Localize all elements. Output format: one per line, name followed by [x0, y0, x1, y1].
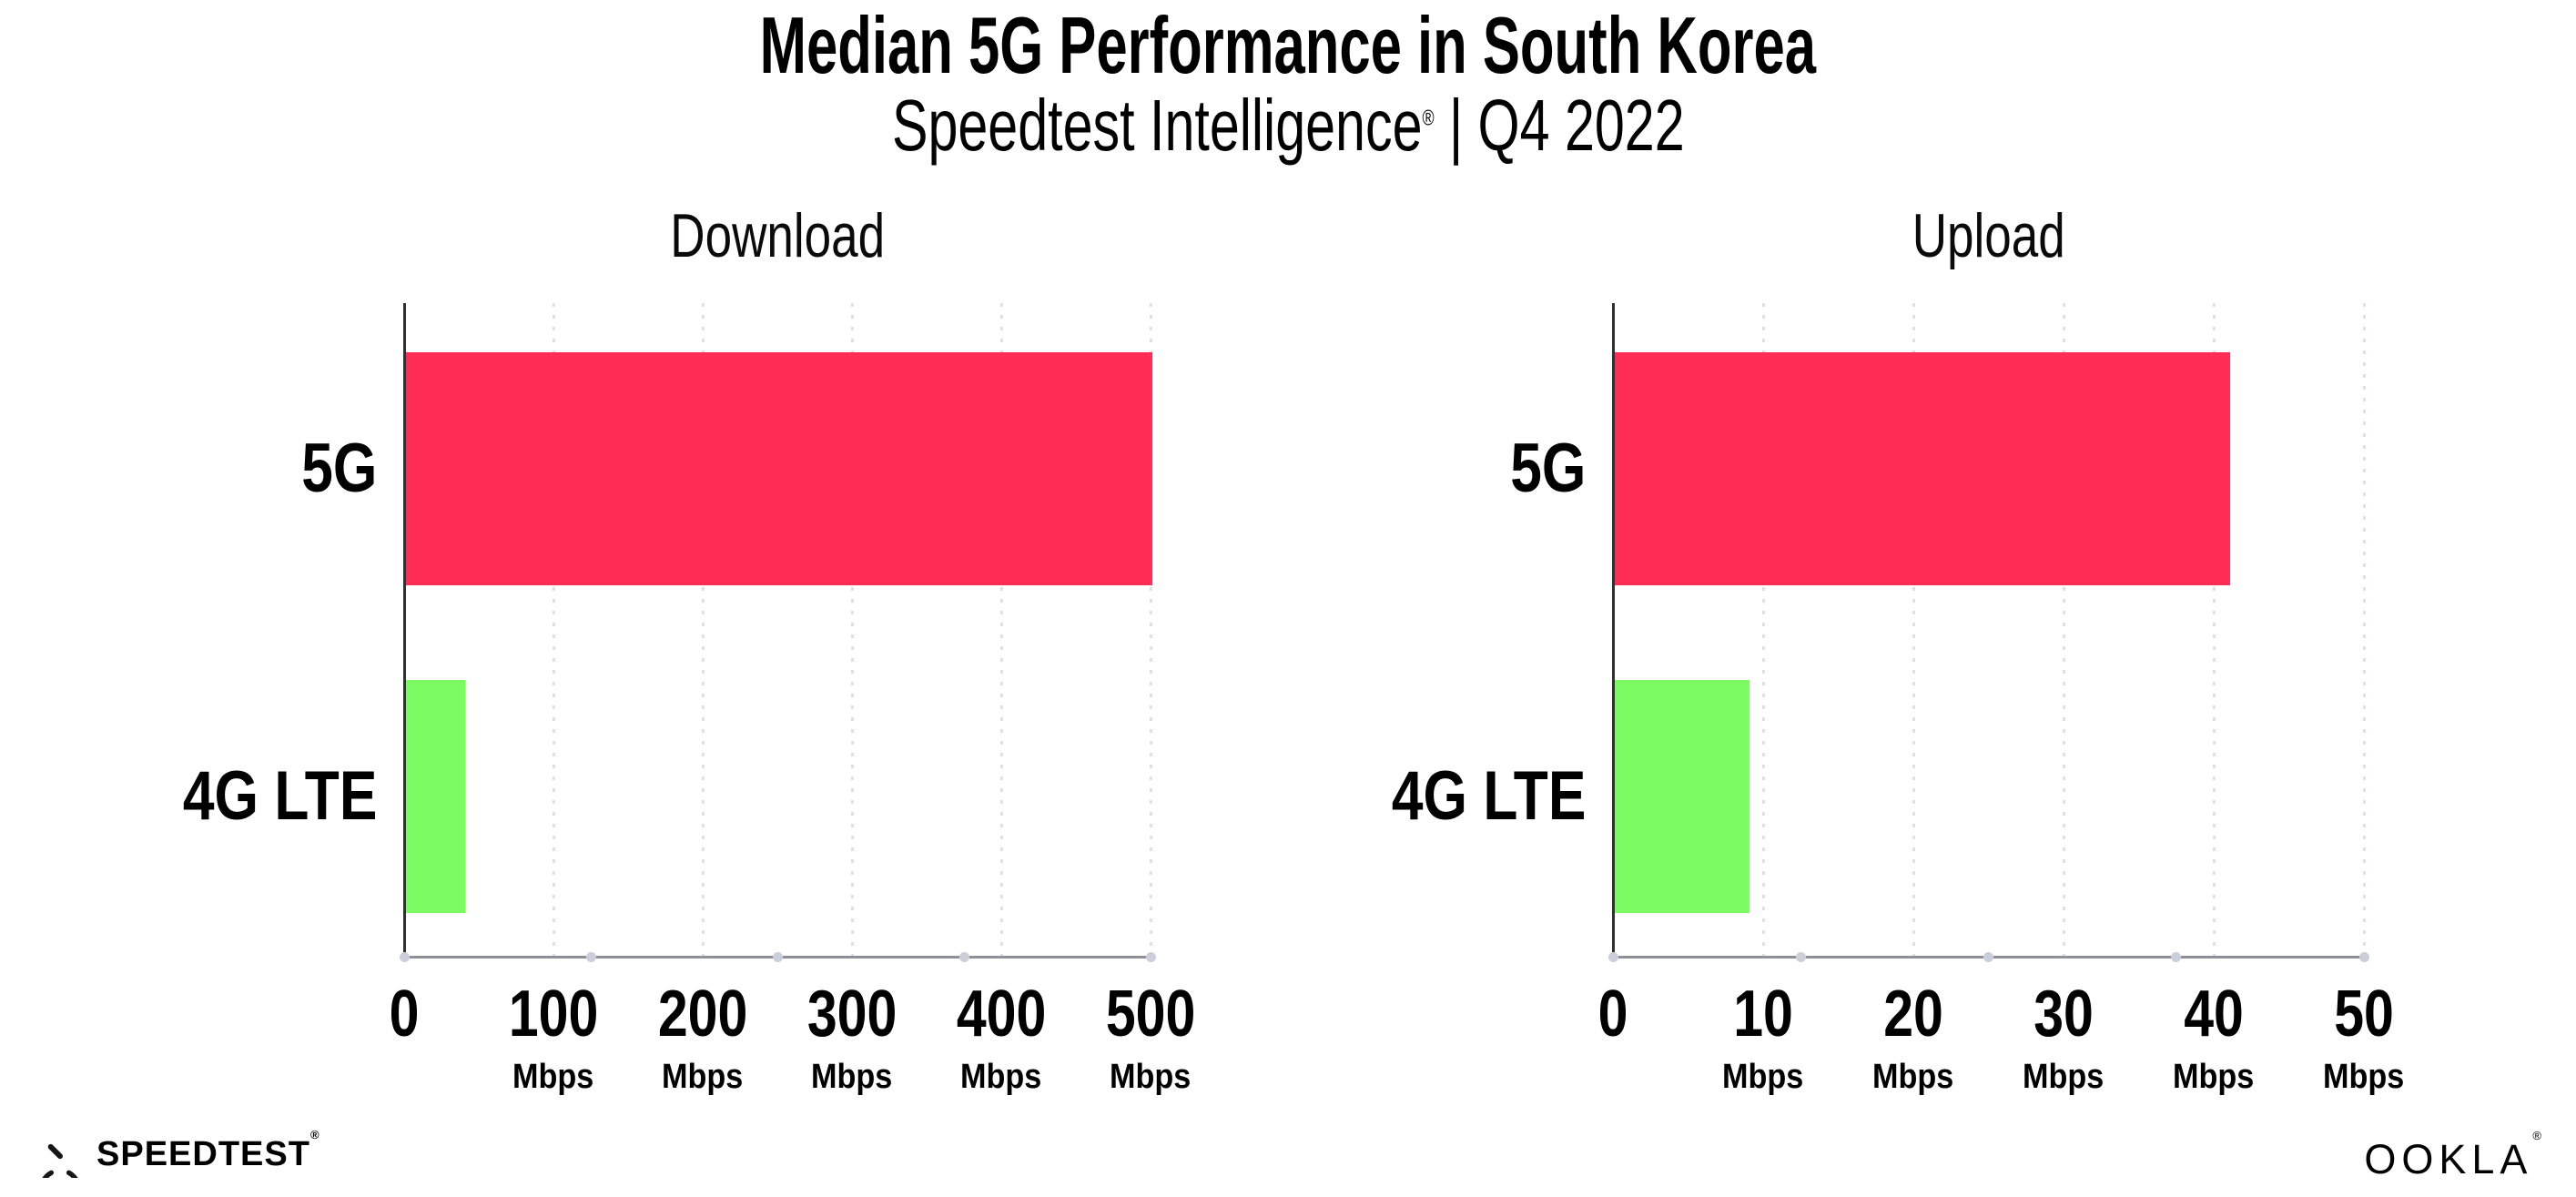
x-tick-unit-500: Mbps — [1110, 1058, 1192, 1096]
x-tick-unit-200: Mbps — [662, 1058, 744, 1096]
subtitle-period: Q4 2022 — [1477, 85, 1685, 166]
page-subtitle-text: Speedtest Intelligence® | Q4 2022 — [892, 87, 1685, 164]
x-tick-label-200: 200 — [657, 978, 748, 1050]
page-title: Median 5G Performance in South Korea — [0, 0, 2576, 90]
speedtest-registered-mark: ® — [309, 1127, 320, 1141]
bar-4g-lte — [1614, 680, 1749, 914]
gridline-20 — [1912, 303, 1915, 958]
y-axis-line — [402, 303, 406, 958]
x-axis-tick-dot-4 — [2358, 952, 2369, 962]
upload-chart-title: Upload — [1912, 201, 2065, 270]
x-tick-label-40: 40 — [2184, 978, 2244, 1050]
x-tick-unit-20: Mbps — [1872, 1058, 1954, 1096]
speedtest-logo-text: SPEEDTEST® — [96, 1127, 320, 1173]
x-tick-unit-50: Mbps — [2323, 1058, 2405, 1096]
bar-4g-lte — [405, 680, 466, 914]
gridline-300 — [850, 303, 854, 958]
x-axis-tick-dot-4 — [1145, 952, 1156, 962]
bar-5g — [405, 351, 1152, 585]
gridline-40 — [2212, 303, 2216, 958]
category-label-5g: 5G — [1509, 429, 1586, 507]
gridline-200 — [701, 303, 705, 958]
ookla-logo-text: OOKLA — [2364, 1136, 2533, 1182]
speedtest-logo: SPEEDTEST® — [36, 1127, 320, 1178]
gridline-50 — [2362, 303, 2366, 958]
x-tick-label-20: 20 — [1883, 978, 1943, 1050]
category-label-4g-lte: 4G LTE — [182, 757, 377, 836]
registered-mark: ® — [1422, 106, 1435, 131]
gridline-10 — [1761, 303, 1765, 958]
x-tick-unit-30: Mbps — [2023, 1058, 2104, 1096]
ookla-registered-mark: ® — [2532, 1129, 2541, 1142]
x-axis-tick-dot-3 — [2171, 952, 2182, 962]
gridline-30 — [2062, 303, 2065, 958]
gridline-500 — [1149, 303, 1152, 958]
x-tick-unit-300: Mbps — [811, 1058, 893, 1096]
x-tick-unit-10: Mbps — [1722, 1058, 1804, 1096]
x-axis-tick-dot-0 — [1607, 952, 1618, 962]
x-tick-label-50: 50 — [2334, 978, 2394, 1050]
x-tick-unit-100: Mbps — [512, 1058, 594, 1096]
category-label-4g-lte: 4G LTE — [1391, 757, 1586, 836]
ookla-logo: OOKLA® — [2364, 1130, 2541, 1183]
download-chart-title: Download — [670, 201, 885, 270]
x-axis-tick-dot-3 — [958, 952, 969, 962]
x-axis-tick-dot-2 — [1983, 952, 1993, 962]
x-axis-tick-dot-1 — [1795, 952, 1806, 962]
subtitle-brand: Speedtest Intelligence — [891, 85, 1423, 166]
x-tick-label-100: 100 — [508, 978, 599, 1050]
x-axis-tick-dot-0 — [399, 952, 410, 962]
x-tick-unit-400: Mbps — [960, 1058, 1042, 1096]
x-axis-tick-dot-2 — [772, 952, 783, 962]
x-tick-label-0: 0 — [389, 978, 420, 1050]
y-axis-line — [1611, 303, 1615, 958]
page-title-text: Median 5G Performance in South Korea — [759, 0, 1817, 90]
subtitle-separator: | — [1448, 85, 1463, 166]
bar-5g — [1614, 351, 2230, 585]
x-tick-label-400: 400 — [956, 978, 1047, 1050]
x-tick-label-10: 10 — [1733, 978, 1793, 1050]
page-subtitle: Speedtest Intelligence® | Q4 2022 — [0, 87, 2576, 164]
gridline-400 — [999, 303, 1003, 958]
x-tick-unit-40: Mbps — [2173, 1058, 2255, 1096]
speedtest-gauge-icon — [42, 1143, 78, 1178]
x-tick-label-0: 0 — [1597, 978, 1628, 1050]
x-tick-label-300: 300 — [806, 978, 898, 1050]
x-tick-label-30: 30 — [2033, 978, 2094, 1050]
gridline-100 — [552, 303, 555, 958]
x-axis-tick-dot-1 — [585, 952, 596, 962]
category-label-5g: 5G — [300, 429, 377, 507]
x-tick-label-500: 500 — [1105, 978, 1196, 1050]
